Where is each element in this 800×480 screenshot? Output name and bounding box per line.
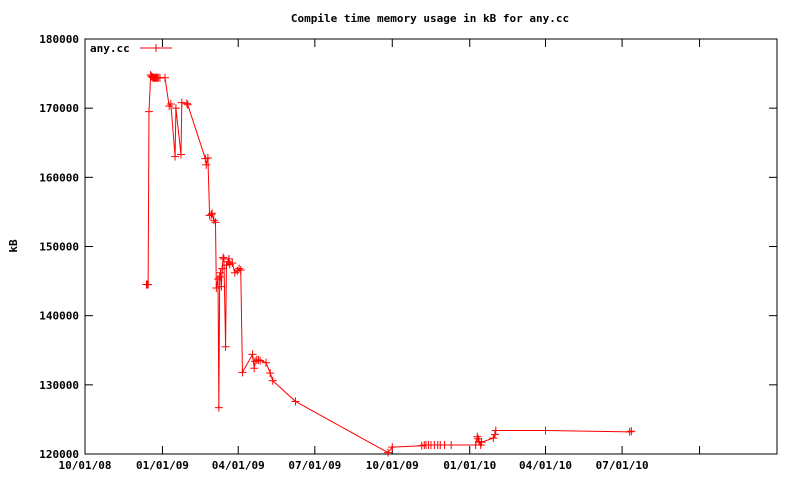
data-point: [388, 443, 397, 452]
data-point: [144, 107, 153, 116]
data-point: [491, 426, 500, 435]
data-point: [214, 403, 223, 412]
y-axis-label: kB: [7, 239, 20, 253]
data-point: [490, 430, 499, 439]
data-point: [627, 427, 636, 436]
data-point: [233, 266, 242, 275]
data-point: [209, 216, 218, 225]
data-point: [254, 355, 263, 364]
data-point: [160, 73, 169, 82]
y-tick-label: 160000: [39, 171, 79, 184]
y-tick-label: 150000: [39, 241, 79, 254]
data-point: [217, 282, 226, 291]
x-tick-label: 07/01/10: [596, 459, 649, 472]
y-tick-label: 170000: [39, 102, 79, 115]
y-tick-label: 180000: [39, 33, 79, 46]
legend-label: any.cc: [90, 42, 130, 55]
y-tick-label: 120000: [39, 448, 79, 461]
x-tick-label: 10/01/09: [366, 459, 419, 472]
data-point: [224, 254, 233, 263]
data-point: [447, 441, 456, 450]
x-tick-label: 04/01/09: [212, 459, 265, 472]
data-point: [207, 210, 216, 219]
data-point: [489, 434, 498, 443]
data-point: [250, 364, 259, 373]
data-point: [171, 152, 180, 161]
data-point: [212, 284, 221, 292]
data-point: [214, 275, 223, 284]
x-tick-label: 01/01/09: [136, 459, 189, 472]
legend: any.cc: [90, 42, 172, 55]
y-tick-label: 140000: [39, 310, 79, 323]
data-point: [268, 376, 277, 385]
data-point: [183, 100, 192, 109]
data-point: [235, 264, 244, 273]
data-point: [221, 342, 230, 351]
x-tick-label: 04/01/10: [519, 459, 572, 472]
data-point: [216, 268, 225, 277]
x-tick-label: 07/01/09: [288, 459, 341, 472]
y-tick-label: 130000: [39, 379, 79, 392]
data-point: [248, 350, 257, 359]
data-point: [256, 356, 265, 365]
data-point: [261, 358, 270, 367]
data-point: [182, 99, 191, 108]
data-point: [203, 153, 212, 162]
data-point: [215, 272, 224, 281]
data-point: [541, 426, 550, 435]
data-point: [222, 261, 231, 270]
legend-marker: [152, 44, 160, 52]
series-layer: [142, 70, 636, 457]
data-point: [251, 357, 260, 366]
data-point: [171, 104, 180, 113]
data-point: [291, 397, 300, 406]
data-point: [625, 427, 634, 436]
series-line: [146, 73, 632, 454]
data-point: [219, 253, 228, 262]
data-point: [440, 441, 449, 450]
data-point: [236, 266, 245, 275]
data-point: [473, 432, 482, 441]
data-point: [218, 264, 227, 273]
data-point: [211, 218, 220, 227]
data-point: [228, 259, 237, 268]
plot-border: [84, 38, 778, 455]
data-point: [477, 438, 486, 447]
axes: 120000 130000 140000 150000 160000 170000 1800…: [39, 33, 778, 472]
x-tick-label: 01/01/10: [443, 459, 496, 472]
data-point: [208, 209, 217, 218]
data-point: [176, 150, 185, 159]
data-point: [144, 280, 153, 289]
data-point: [266, 369, 275, 378]
data-point: [238, 368, 247, 377]
data-point: [165, 102, 174, 111]
data-point: [384, 448, 393, 457]
x-tick-label: 10/01/08: [59, 459, 112, 472]
data-point: [166, 100, 175, 109]
chart-title: Compile time memory usage in kB for any.…: [291, 12, 569, 25]
data-point: [177, 98, 186, 107]
data-point: [202, 160, 211, 169]
